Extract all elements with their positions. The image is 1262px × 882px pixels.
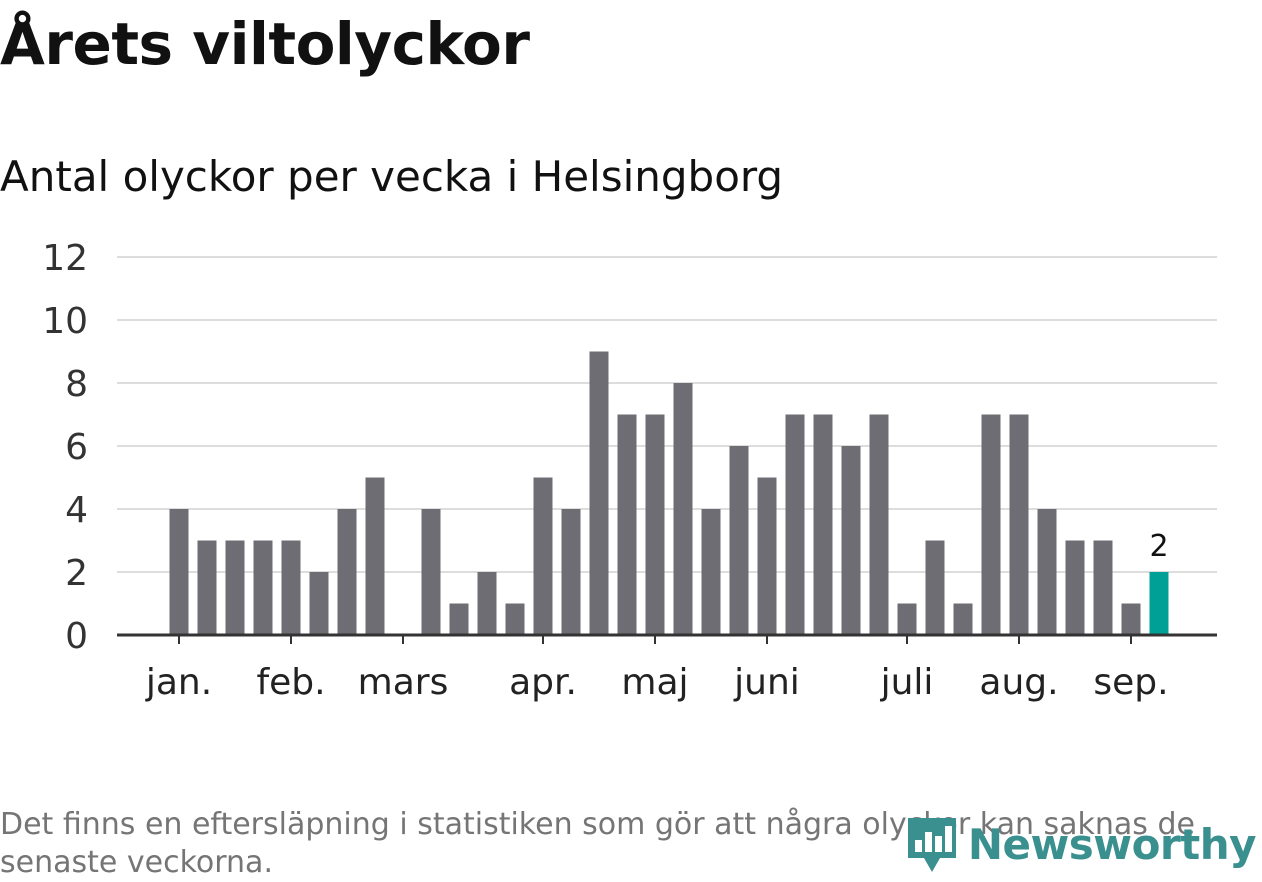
- bar: [225, 540, 245, 635]
- bars: [169, 351, 1169, 635]
- bar: [561, 509, 581, 635]
- bar: [337, 509, 357, 635]
- y-tick-label: 4: [65, 490, 88, 531]
- x-tick-label: mars: [358, 662, 449, 703]
- bar: [169, 509, 189, 635]
- bar: [477, 572, 497, 635]
- y-tick-label: 6: [65, 427, 88, 468]
- bar: [617, 414, 637, 635]
- gridlines: [117, 256, 1217, 573]
- bar: [421, 509, 441, 635]
- bar-highlight: [1149, 572, 1169, 635]
- x-tick-label: feb.: [256, 662, 325, 703]
- annotations: 2: [1149, 529, 1168, 564]
- newsworthy-logo-icon: [906, 814, 958, 874]
- x-tick-label: jan.: [145, 662, 212, 703]
- x-tick-label: juni: [733, 662, 800, 703]
- bar: [197, 540, 217, 635]
- x-tick-label: aug.: [979, 662, 1058, 703]
- y-tick-label: 12: [42, 238, 88, 279]
- bar: [645, 414, 665, 635]
- bar: [841, 446, 861, 635]
- bar: [869, 414, 889, 635]
- bar: [701, 509, 721, 635]
- bar: [757, 477, 777, 635]
- bar: [533, 477, 553, 635]
- footnote: Det finns en eftersläpning i statistiken…: [0, 807, 1195, 880]
- bar: [1065, 540, 1085, 635]
- bar: [813, 414, 833, 635]
- x-tick-label: apr.: [509, 662, 577, 703]
- bar: [897, 603, 917, 635]
- bar: [729, 446, 749, 635]
- bar: [1121, 603, 1141, 635]
- bar: [1037, 509, 1057, 635]
- bar: [785, 414, 805, 635]
- y-tick-label: 0: [65, 616, 88, 657]
- chart-title: Årets viltolyckor: [0, 10, 530, 78]
- bar: [925, 540, 945, 635]
- y-axis-labels: 0 2 4 6 8 10 12: [42, 238, 88, 657]
- bar: [589, 351, 609, 635]
- bar: [365, 477, 385, 635]
- x-axis: [117, 633, 1217, 644]
- brand-name: Newsworthy: [967, 819, 1257, 869]
- bar: [1009, 414, 1029, 635]
- bar: [981, 414, 1001, 635]
- x-tick-label: maj: [621, 662, 688, 703]
- x-axis-labels: jan. feb. mars apr. maj juni juli aug. sep.: [145, 662, 1169, 703]
- bar-chart: 0 2 4 6 8 10 12 jan. feb. mars apr. maj juni juli aug…: [42, 238, 1217, 703]
- x-tick-label: sep.: [1093, 662, 1168, 703]
- bar: [309, 572, 329, 635]
- bar: [449, 603, 469, 635]
- bar: [505, 603, 525, 635]
- y-tick-label: 8: [65, 364, 88, 405]
- bar: [253, 540, 273, 635]
- y-tick-label: 10: [42, 301, 88, 342]
- y-tick-label: 2: [65, 553, 88, 594]
- bar: [953, 603, 973, 635]
- bar: [1093, 540, 1113, 635]
- bar: [673, 383, 693, 635]
- bar-value-label: 2: [1149, 529, 1168, 564]
- chart-subtitle: Antal olyckor per vecka i Helsingborg: [0, 152, 784, 201]
- x-tick-label: juli: [880, 662, 934, 703]
- bar: [281, 540, 301, 635]
- brand-logo: Newsworthy: [906, 814, 1257, 874]
